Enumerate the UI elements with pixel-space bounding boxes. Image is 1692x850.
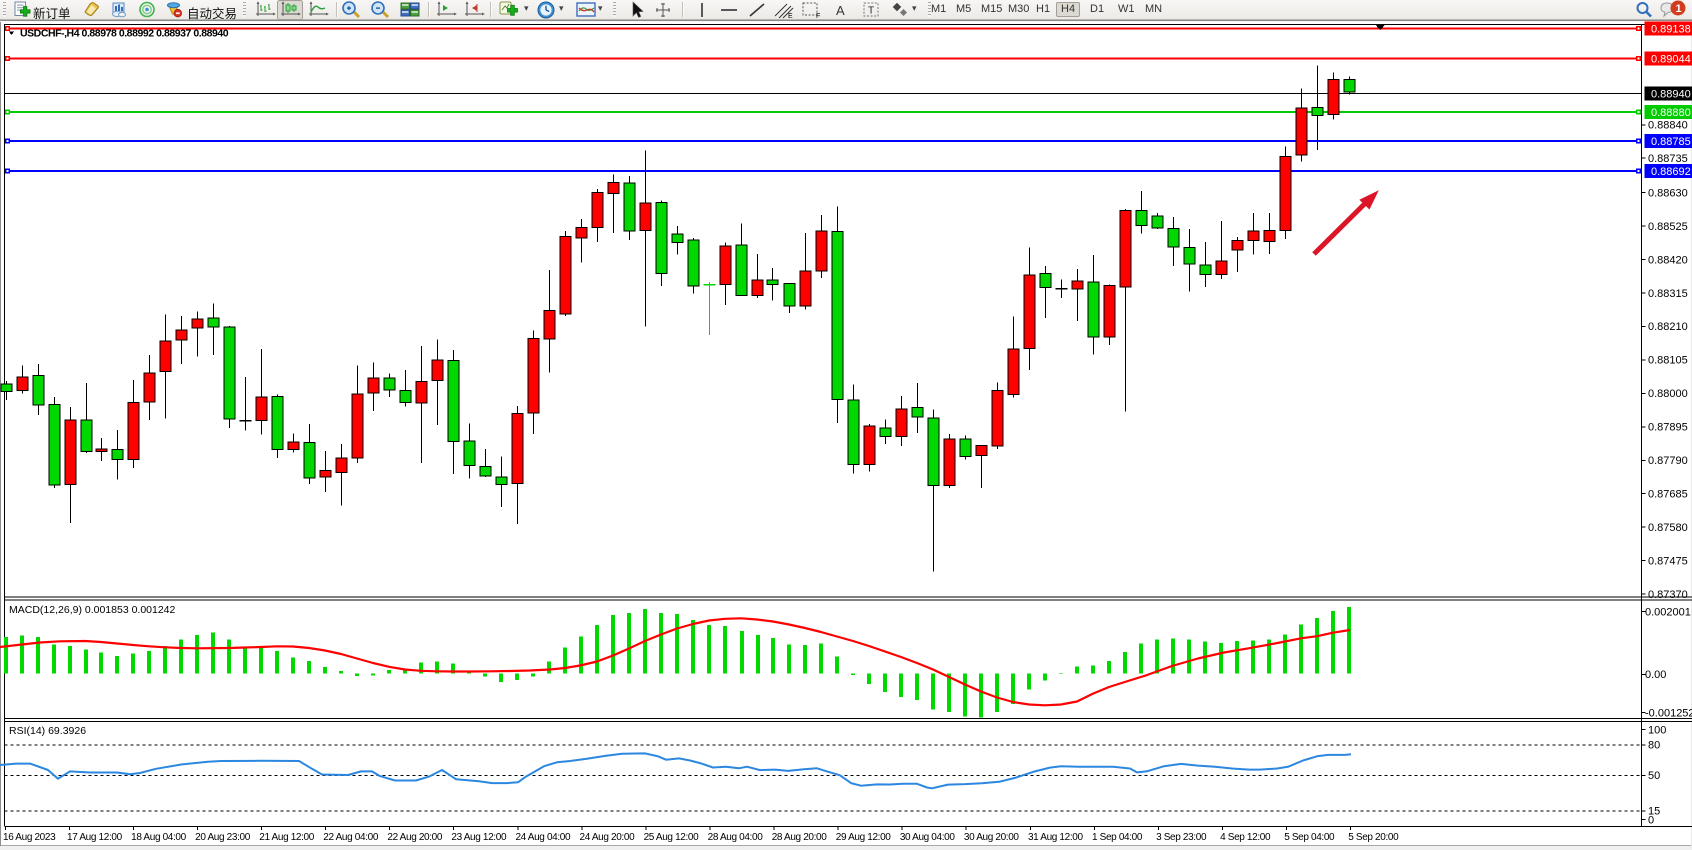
svg-text:E: E (788, 13, 793, 20)
svg-text:5 Sep 04:00: 5 Sep 04:00 (1284, 832, 1335, 843)
svg-text:0.88840: 0.88840 (1648, 120, 1688, 132)
svg-text:25 Aug 12:00: 25 Aug 12:00 (644, 832, 700, 843)
svg-text:30 Aug 04:00: 30 Aug 04:00 (900, 832, 956, 843)
svg-text:-0.001252: -0.001252 (1645, 708, 1692, 720)
svg-text:0.87895: 0.87895 (1648, 422, 1688, 434)
svg-text:100: 100 (1648, 724, 1666, 736)
svg-text:31 Aug 12:00: 31 Aug 12:00 (1028, 832, 1084, 843)
svg-text:29 Aug 12:00: 29 Aug 12:00 (836, 832, 892, 843)
svg-text:F: F (816, 13, 820, 20)
svg-text:0.88692: 0.88692 (1651, 166, 1691, 178)
svg-text:T: T (868, 6, 874, 17)
svg-text:0.89044: 0.89044 (1651, 53, 1691, 65)
svg-text:1 Sep 04:00: 1 Sep 04:00 (1092, 832, 1143, 843)
svg-text:0.88000: 0.88000 (1648, 388, 1688, 400)
svg-text:MACD(12,26,9) 0.001853 0.00124: MACD(12,26,9) 0.001853 0.001242 (9, 604, 176, 616)
svg-text:0.88735: 0.88735 (1648, 153, 1688, 165)
svg-text:21 Aug 12:00: 21 Aug 12:00 (259, 832, 315, 843)
svg-text:0: 0 (1648, 814, 1654, 826)
svg-text:28 Aug 04:00: 28 Aug 04:00 (708, 832, 764, 843)
svg-text:0.00: 0.00 (1645, 669, 1666, 681)
svg-text:50: 50 (1648, 770, 1660, 782)
svg-text:28 Aug 20:00: 28 Aug 20:00 (772, 832, 828, 843)
svg-text:22 Aug 20:00: 22 Aug 20:00 (387, 832, 443, 843)
svg-text:USDCHF-,H4 0.88978 0.88992 0.: USDCHF-,H4 0.88978 0.88992 0.88937 0.889… (20, 28, 229, 40)
svg-text:0.87580: 0.87580 (1648, 522, 1688, 534)
svg-text:17 Aug 12:00: 17 Aug 12:00 (67, 832, 123, 843)
svg-text:16 Aug 2023: 16 Aug 2023 (3, 832, 56, 843)
svg-text:0.87685: 0.87685 (1648, 489, 1688, 501)
svg-text:RSI(14) 69.3926: RSI(14) 69.3926 (9, 725, 86, 737)
svg-text:0.88880: 0.88880 (1651, 107, 1691, 119)
svg-text:0.88630: 0.88630 (1648, 187, 1688, 199)
svg-text:0.87370: 0.87370 (1648, 589, 1688, 601)
svg-text:23 Aug 12:00: 23 Aug 12:00 (451, 832, 507, 843)
svg-text:24 Aug 20:00: 24 Aug 20:00 (580, 832, 636, 843)
svg-text:0.88315: 0.88315 (1648, 288, 1688, 300)
svg-text:0.88940: 0.88940 (1651, 88, 1691, 100)
svg-text:24 Aug 04:00: 24 Aug 04:00 (515, 832, 571, 843)
svg-text:0.88420: 0.88420 (1648, 254, 1688, 266)
svg-text:0.88105: 0.88105 (1648, 355, 1688, 367)
svg-text:15: 15 (1648, 806, 1660, 818)
svg-text:1: 1 (1676, 3, 1682, 15)
svg-text:18 Aug 04:00: 18 Aug 04:00 (131, 832, 187, 843)
svg-text:22 Aug 04:00: 22 Aug 04:00 (323, 832, 379, 843)
svg-text:30 Aug 20:00: 30 Aug 20:00 (964, 832, 1020, 843)
svg-text:0.88525: 0.88525 (1648, 221, 1688, 233)
svg-text:0.88785: 0.88785 (1651, 136, 1691, 148)
svg-text:0.87475: 0.87475 (1648, 555, 1688, 567)
svg-text:20 Aug 23:00: 20 Aug 23:00 (195, 832, 251, 843)
svg-text:0.89138: 0.89138 (1651, 23, 1691, 35)
svg-text:0.87790: 0.87790 (1648, 455, 1688, 467)
svg-text:0.002001: 0.002001 (1645, 606, 1691, 618)
svg-text:80: 80 (1648, 740, 1660, 752)
svg-text:3 Sep 23:00: 3 Sep 23:00 (1156, 832, 1207, 843)
svg-text:4 Sep 12:00: 4 Sep 12:00 (1220, 832, 1271, 843)
svg-text:0.88210: 0.88210 (1648, 321, 1688, 333)
svg-text:5 Sep 20:00: 5 Sep 20:00 (1348, 832, 1399, 843)
